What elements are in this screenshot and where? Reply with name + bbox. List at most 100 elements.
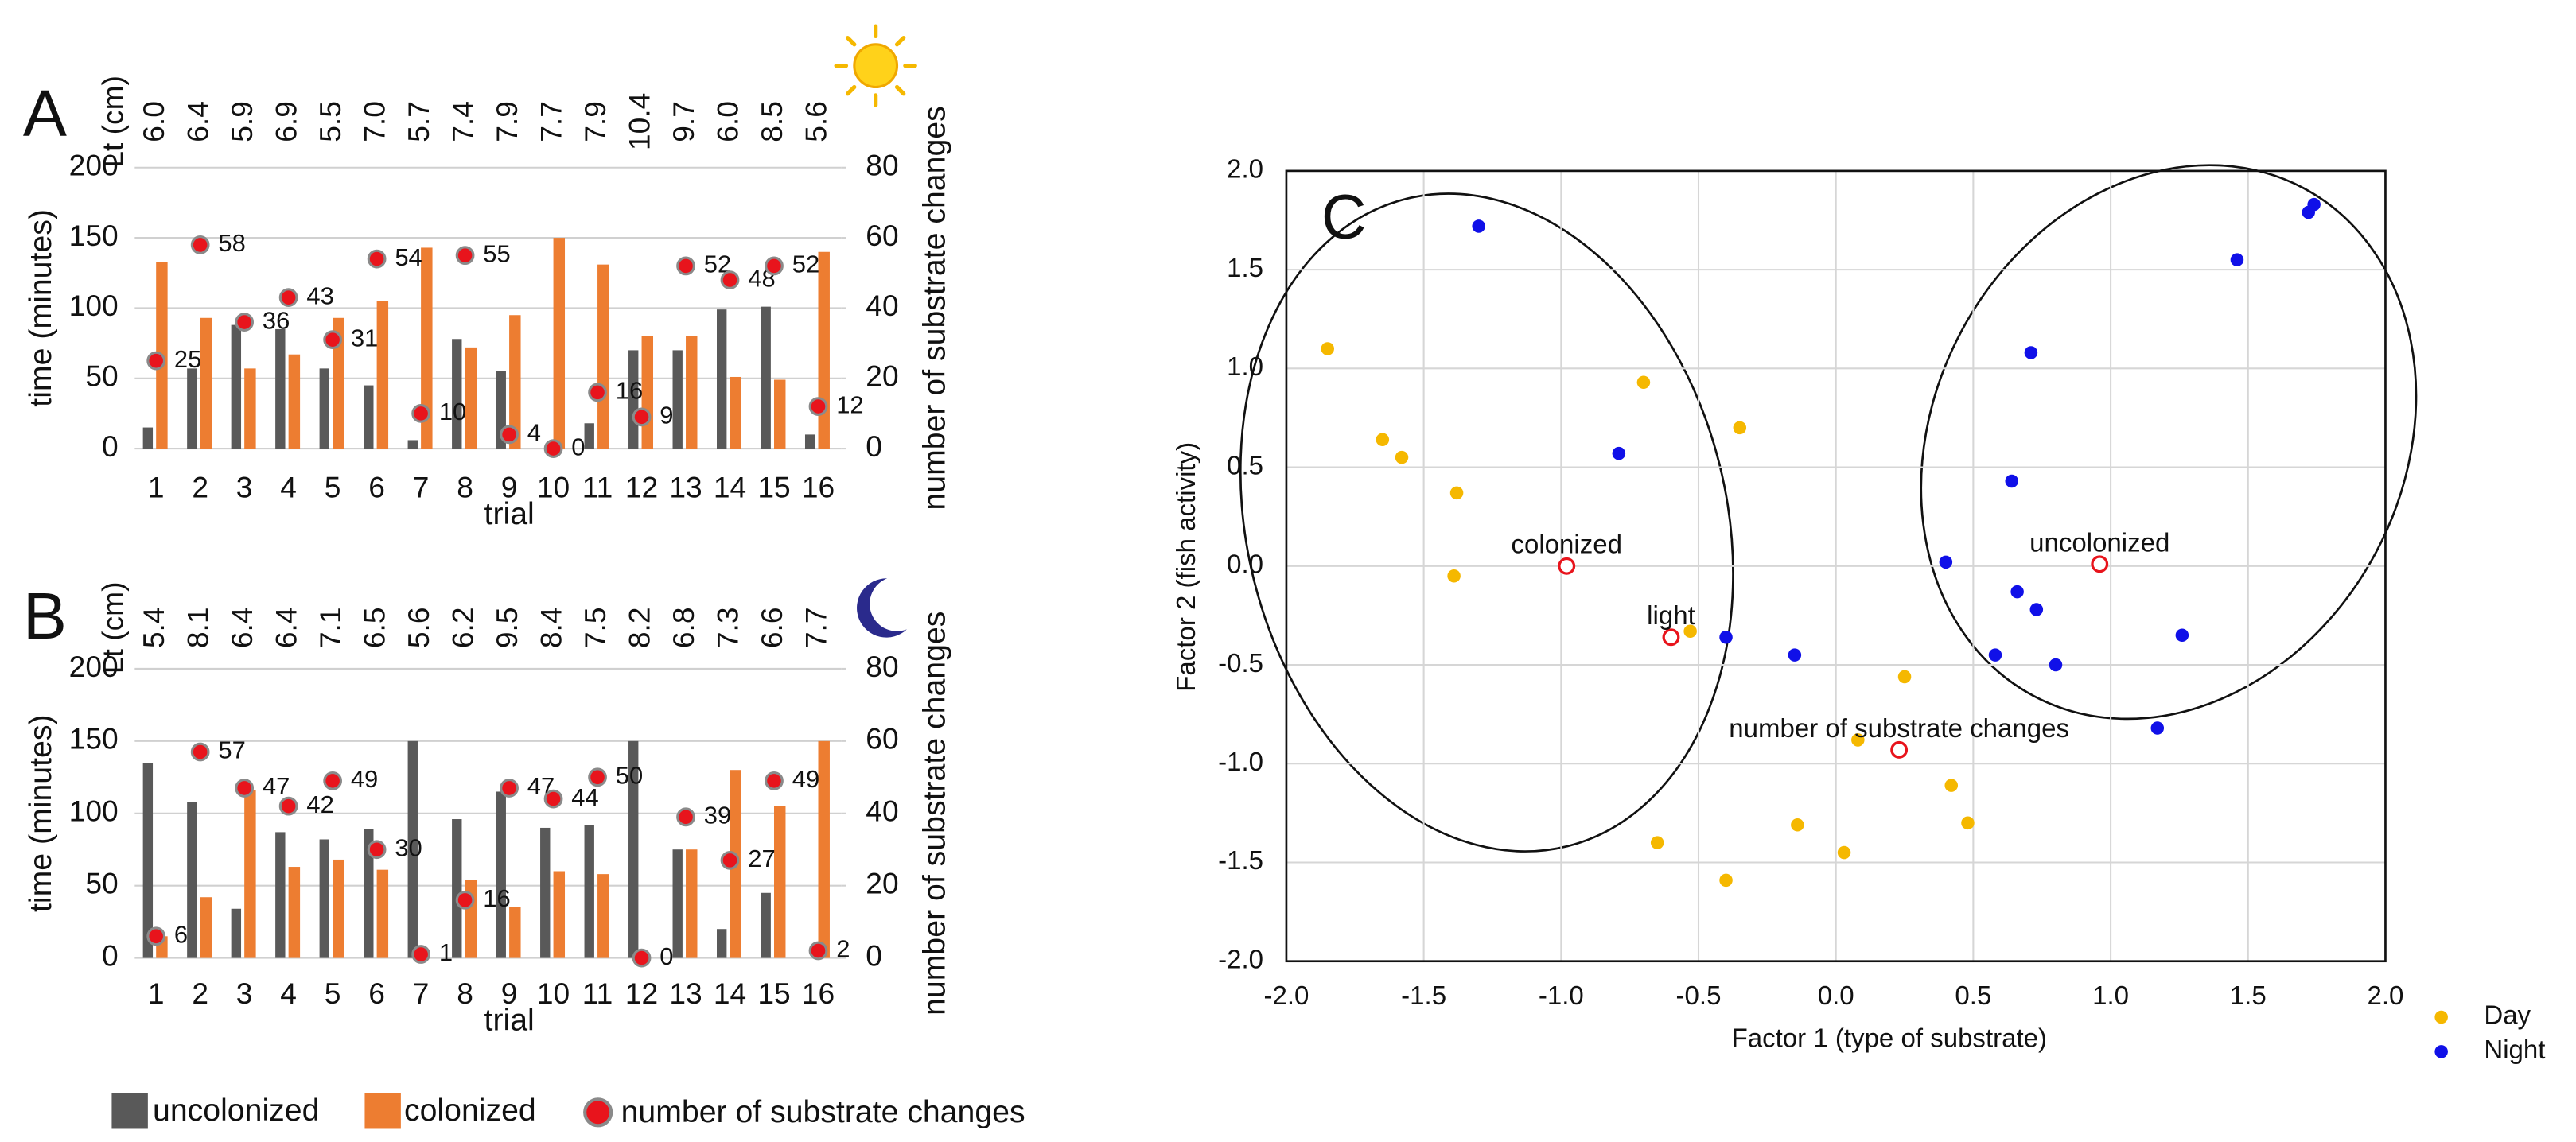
data-label: 39 <box>704 801 731 829</box>
data-label: 58 <box>218 229 245 257</box>
length-label: 8.2 <box>622 607 656 648</box>
x-tick-label: 5 <box>325 977 341 1010</box>
bar <box>774 806 786 958</box>
x-tick-label: 4 <box>280 471 297 504</box>
bar <box>187 802 197 958</box>
legend-label: uncolonized <box>153 1093 319 1128</box>
substrate-change-dot <box>765 771 784 790</box>
bar <box>376 301 389 449</box>
group-ellipse <box>1920 164 2418 721</box>
bar <box>818 740 830 958</box>
y-tick-label: 150 <box>69 219 119 252</box>
y-tick-label: 50 <box>85 359 118 393</box>
y2-tick-label: 80 <box>866 149 898 182</box>
bar <box>288 354 301 449</box>
bar <box>187 368 197 449</box>
x-tick-label: 14 <box>714 471 746 504</box>
x-tick-label: 10 <box>537 471 570 504</box>
data-label: 43 <box>306 282 333 309</box>
x-tick-label: 6 <box>368 977 385 1010</box>
bar <box>730 376 741 449</box>
bar <box>509 315 521 449</box>
scatter-point <box>1395 450 1409 464</box>
data-label: 57 <box>218 736 245 764</box>
bar <box>641 336 654 449</box>
length-label: 5.9 <box>225 101 259 142</box>
substrate-change-dot <box>367 840 387 860</box>
length-label: 6.5 <box>357 607 391 648</box>
bar <box>597 874 609 958</box>
data-label: 30 <box>395 833 422 861</box>
y-tick-label: 2.0 <box>1227 155 1263 185</box>
bar <box>200 897 212 958</box>
y2-tick-label: 20 <box>866 359 898 393</box>
y-tick-label: 0 <box>102 429 119 463</box>
scatter-point <box>1788 648 1802 662</box>
bar <box>275 832 286 958</box>
scatter-point <box>2175 628 2189 643</box>
x-tick-label: 11 <box>582 471 613 504</box>
plot-frame <box>1285 169 2387 963</box>
bar <box>584 423 594 449</box>
x-tick-label: 16 <box>802 471 835 504</box>
y2-tick-label: 0 <box>866 938 882 972</box>
scatter-point <box>1719 630 1733 644</box>
length-label: 7.9 <box>578 101 612 142</box>
bar <box>818 251 830 449</box>
bar <box>231 324 242 449</box>
length-label: 6.4 <box>181 101 215 142</box>
data-label: 44 <box>571 783 598 811</box>
bar <box>319 368 330 449</box>
bar <box>333 317 344 449</box>
y-tick-label: 100 <box>69 289 119 322</box>
data-label: 1 <box>439 938 453 966</box>
supplementary-label: number of substrate changes <box>1729 714 2069 744</box>
y-tick-label: 200 <box>69 650 119 683</box>
data-label: 0 <box>660 942 673 970</box>
y-tick-label: 0.0 <box>1227 550 1263 580</box>
x-tick-label: 16 <box>802 977 835 1010</box>
y2-tick-label: 80 <box>866 650 898 683</box>
x-tick-label: 4 <box>280 977 297 1010</box>
bar <box>275 328 286 449</box>
x-tick-label: 1.5 <box>2230 981 2267 1011</box>
substrate-change-dot <box>455 246 475 266</box>
bar <box>142 427 154 449</box>
bar <box>540 827 551 958</box>
legend-label: Day <box>2484 1001 2531 1031</box>
scatter-point <box>1837 845 1851 860</box>
substrate-change-dot <box>455 890 475 910</box>
x-tick-label: -0.5 <box>1676 981 1722 1011</box>
x-tick-label: 11 <box>582 977 613 1010</box>
data-label: 55 <box>483 239 510 267</box>
data-label: 4 <box>527 419 541 447</box>
y-tick-label: 200 <box>69 149 119 182</box>
x-tick-label: 7 <box>413 977 430 1010</box>
data-label: 16 <box>483 884 510 912</box>
length-label: 8.4 <box>534 607 567 648</box>
x-tick-label: 2.0 <box>2367 981 2403 1011</box>
length-label: 5.7 <box>402 101 435 142</box>
substrate-change-dot <box>411 404 430 423</box>
length-label: 5.5 <box>313 101 347 142</box>
scatter-point <box>1851 733 1865 747</box>
data-label: 36 <box>263 306 290 334</box>
length-label: 7.4 <box>446 101 479 142</box>
supplementary-label: uncolonized <box>2029 528 2169 557</box>
data-label: 50 <box>616 761 643 789</box>
y-axis-label: Factor 2 (fish activity) <box>1172 442 1201 692</box>
x-tick-label: 8 <box>457 471 473 504</box>
data-label: 0 <box>571 433 585 460</box>
scatter-point <box>1791 818 1804 832</box>
length-label: 6.9 <box>269 101 302 142</box>
length-label: 7.3 <box>710 607 744 648</box>
scatter-point <box>2005 474 2018 488</box>
bar <box>672 849 683 958</box>
x-tick-label: 0.0 <box>1818 981 1854 1011</box>
y2-tick-label: 40 <box>866 289 898 322</box>
legend-label: colonized <box>404 1093 536 1128</box>
scatter-point <box>1472 219 1485 233</box>
x-tick-label: 1 <box>148 977 165 1010</box>
data-label: 6 <box>174 920 188 948</box>
substrate-change-dot <box>720 850 740 870</box>
